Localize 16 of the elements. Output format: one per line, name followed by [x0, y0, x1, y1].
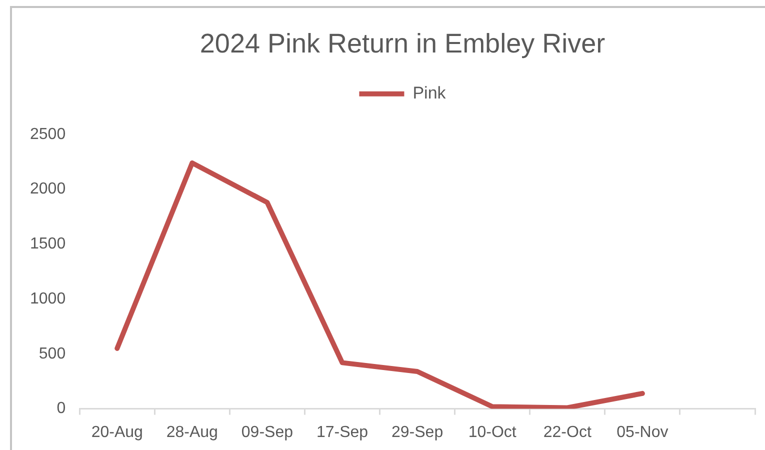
y-tick-label: 2000 [30, 180, 66, 198]
y-tick-label: 0 [56, 400, 66, 418]
x-tick-label: 09-Sep [241, 424, 294, 441]
x-tick-label: 22-Oct [543, 424, 592, 441]
x-tick-label: 29-Sep [392, 424, 444, 441]
x-tick-label: 20-Aug [91, 424, 143, 441]
x-tick-label: 28-Aug [166, 424, 218, 441]
y-tick-label: 2500 [30, 126, 66, 143]
x-tick-label: 05-Nov [616, 424, 668, 441]
legend-label: Pink [412, 84, 446, 103]
y-tick-label: 1500 [30, 236, 66, 253]
chart-title: 2024 Pink Return in Embley River [200, 28, 606, 59]
y-tick-label: 1000 [30, 290, 66, 308]
x-tick-label: 10-Oct [468, 424, 517, 441]
y-tick-label: 500 [38, 345, 66, 362]
x-tick-label: 17-Sep [316, 424, 368, 441]
